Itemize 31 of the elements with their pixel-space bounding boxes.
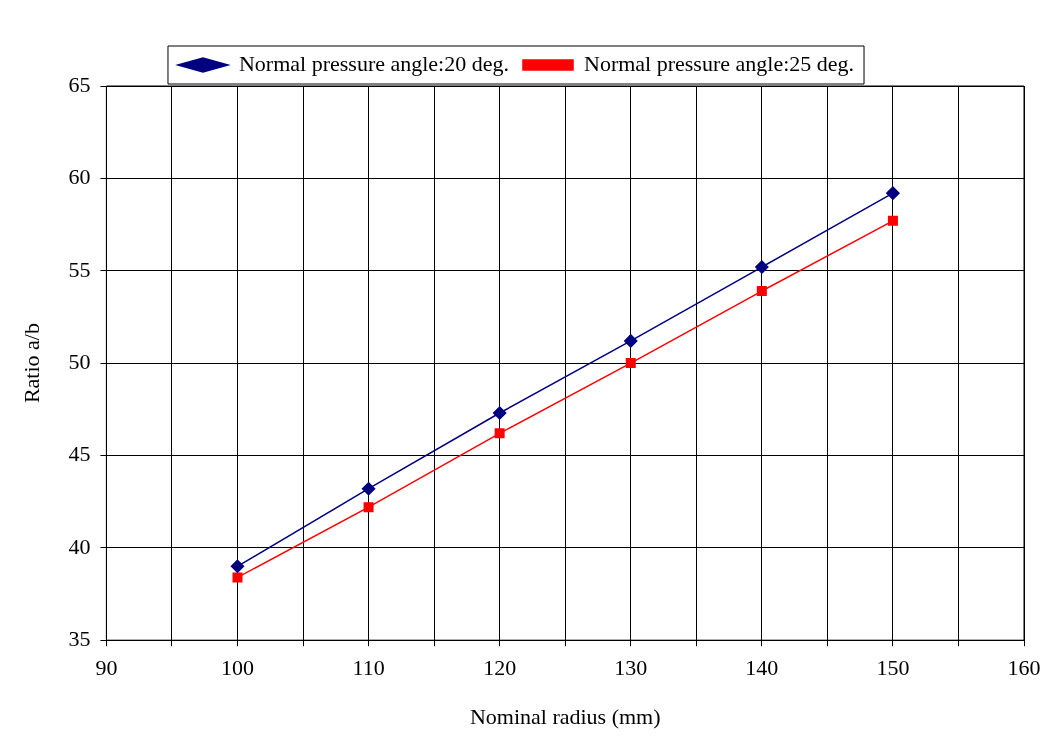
point	[363, 502, 374, 513]
y-tick-label: 35	[68, 625, 91, 651]
x-tick-label: 100	[220, 655, 254, 681]
y-tick-label: 55	[68, 256, 91, 282]
x-tick-label: 130	[614, 655, 648, 681]
y-axis-title: Ratio a/b	[18, 323, 44, 404]
point	[623, 334, 638, 348]
legend-label: Normal pressure angle:20 deg.	[238, 50, 509, 76]
y-tick-label: 40	[68, 533, 91, 559]
y-tick-label: 65	[68, 71, 91, 97]
x-tick-label: 150	[876, 655, 910, 681]
point	[756, 286, 767, 297]
y-tick-label: 60	[68, 164, 91, 190]
point	[625, 358, 636, 369]
point	[361, 481, 376, 496]
x-tick-label: 140	[745, 655, 779, 681]
point	[232, 572, 243, 583]
point	[755, 260, 769, 274]
point	[886, 186, 900, 200]
x-tick-label: 90	[95, 655, 118, 681]
point	[887, 215, 898, 226]
y-tick-label: 50	[68, 348, 91, 374]
point	[494, 428, 505, 439]
point	[230, 559, 245, 574]
x-tick-label: 160	[1007, 655, 1041, 681]
x-tick-label: 120	[483, 655, 517, 681]
y-tick-label: 45	[68, 441, 91, 467]
legend-label: Normal pressure angle:25 deg.	[584, 50, 855, 76]
point	[492, 406, 507, 420]
x-tick-label: 110	[352, 655, 385, 681]
x-axis-title: Nominal radius (mm)	[469, 703, 661, 729]
